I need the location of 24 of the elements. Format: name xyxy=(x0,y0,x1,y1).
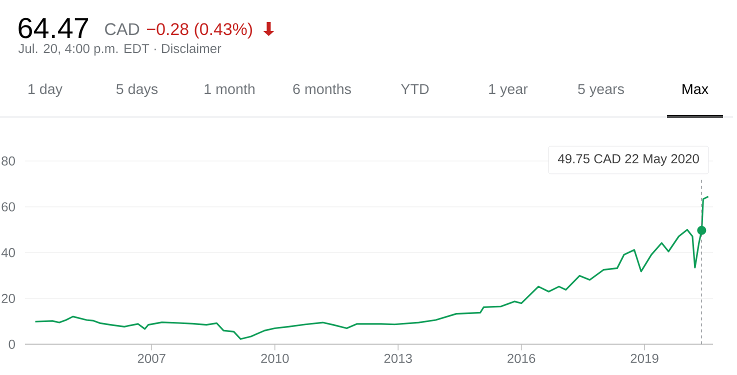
y-tick-label: 80 xyxy=(2,156,15,166)
text: 6 months xyxy=(293,84,351,94)
text: CAD xyxy=(105,23,140,36)
text: 5 years xyxy=(578,84,624,97)
ref-line-label: 49.75 CAD 22 May 2020 xyxy=(558,154,699,166)
text: −0.28 (0.43%) xyxy=(147,22,252,38)
text: Max xyxy=(682,84,708,94)
text: 1 month xyxy=(204,84,254,94)
chart-subtitle: Jul. 20, 4:00 p.m. EDT · Disclaimer xyxy=(18,44,222,56)
x-tick-label: 2013 xyxy=(384,354,412,363)
y-tick-label: 20 xyxy=(2,294,15,304)
text: YTD xyxy=(400,84,429,94)
text: 1 year xyxy=(489,84,528,97)
y-tick-label: 0 xyxy=(8,340,15,349)
x-tick-label: 2010 xyxy=(261,354,289,363)
x-tick-label: 2007 xyxy=(138,354,166,363)
line-series xyxy=(34,196,710,340)
text: 1 day xyxy=(28,84,62,97)
chart-title: 64.47 xyxy=(18,18,88,38)
y-tick-label: 40 xyxy=(1,248,15,258)
y-tick-label: 60 xyxy=(2,202,15,212)
x-tick-label: 2019 xyxy=(630,354,658,363)
x-tick-label: 2016 xyxy=(508,354,536,363)
text: 5 days xyxy=(116,84,158,97)
